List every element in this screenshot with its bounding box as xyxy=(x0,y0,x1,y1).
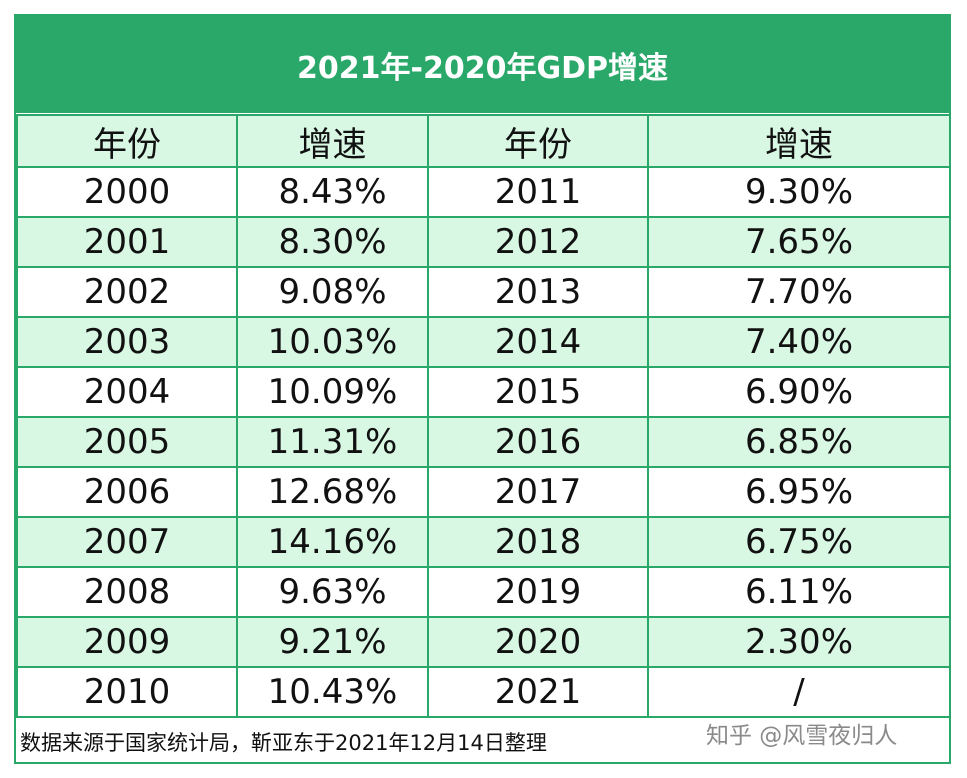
growth-cell: 6.85% xyxy=(647,416,951,468)
gdp-table: 年份 增速 年份 增速 2000 8.43% 2011 9.30% 2001 8.30% 2012… xyxy=(16,114,951,718)
growth-cell: 7.70% xyxy=(647,266,951,318)
growth-cell: 14.16% xyxy=(236,516,429,568)
year-cell: 2003 xyxy=(16,316,238,368)
watermark: 知乎 @风雪夜归人 xyxy=(706,723,898,749)
growth-cell: 11.31% xyxy=(236,416,429,468)
table-row: 2010 10.43% 2021/ xyxy=(16,666,951,718)
year-cell: 2015 xyxy=(427,366,649,418)
year-cell: 2004 xyxy=(16,366,238,418)
year-cell: 2018 xyxy=(427,516,649,568)
table-frame: 2021年-2020年GDP增速 年份 增速 年份 增速 2000 8.43% 2011 9… xyxy=(14,14,951,764)
growth-cell: 10.03% xyxy=(236,316,429,368)
growth-cell: 9.30% xyxy=(647,166,951,218)
growth-cell: / xyxy=(647,666,951,718)
year-cell: 2021 xyxy=(427,666,649,718)
growth-cell: 9.08% xyxy=(236,266,429,318)
year-cell: 2013 xyxy=(427,266,649,318)
year-cell: 2005 xyxy=(16,416,238,468)
header-growth-right: 增速 xyxy=(647,114,951,168)
header-year-left: 年份 xyxy=(16,114,238,168)
growth-cell: 6.95% xyxy=(647,466,951,518)
year-cell: 2006 xyxy=(16,466,238,518)
source-note: 数据来源于国家统计局，靳亚东于2021年12月14日整理 xyxy=(20,730,547,755)
year-cell: 2007 xyxy=(16,516,238,568)
year-cell: 2000 xyxy=(16,166,238,218)
growth-cell: 6.11% xyxy=(647,566,951,618)
year-cell: 2002 xyxy=(16,266,238,318)
year-cell: 2009 xyxy=(16,616,238,668)
table-row: 2000 8.43% 2011 9.30% xyxy=(16,166,951,218)
year-cell: 2001 xyxy=(16,216,238,268)
growth-cell: 6.90% xyxy=(647,366,951,418)
header-growth-left: 增速 xyxy=(236,114,429,168)
growth-cell: 10.09% xyxy=(236,366,429,418)
growth-cell: 8.43% xyxy=(236,166,429,218)
table-title: 2021年-2020年GDP增速 xyxy=(16,16,949,115)
year-cell: 2010 xyxy=(16,666,238,718)
year-cell: 2012 xyxy=(427,216,649,268)
table-row: 2003 10.03% 2014 7.40% xyxy=(16,316,951,368)
growth-cell: 9.63% xyxy=(236,566,429,618)
growth-cell: 7.40% xyxy=(647,316,951,368)
table-row: 2004 10.09% 2015 6.90% xyxy=(16,366,951,418)
table-row: 2006 12.68% 2017 6.95% xyxy=(16,466,951,518)
growth-cell: 2.30% xyxy=(647,616,951,668)
header-row: 年份 增速 年份 增速 xyxy=(16,114,951,168)
table-row: 2001 8.30% 2012 7.65% xyxy=(16,216,951,268)
table-row: 2009 9.21% 2020 2.30% xyxy=(16,616,951,668)
year-cell: 2017 xyxy=(427,466,649,518)
year-cell: 2014 xyxy=(427,316,649,368)
growth-cell: 10.43% xyxy=(236,666,429,718)
year-cell: 2011 xyxy=(427,166,649,218)
growth-cell: 6.75% xyxy=(647,516,951,568)
growth-cell: 7.65% xyxy=(647,216,951,268)
year-cell: 2008 xyxy=(16,566,238,618)
table-row: 2002 9.08% 2013 7.70% xyxy=(16,266,951,318)
year-cell: 2019 xyxy=(427,566,649,618)
table-row: 2008 9.63% 2019 6.11% xyxy=(16,566,951,618)
growth-cell: 9.21% xyxy=(236,616,429,668)
growth-cell: 8.30% xyxy=(236,216,429,268)
table-row: 2005 11.31% 2016 6.85% xyxy=(16,416,951,468)
year-cell: 2020 xyxy=(427,616,649,668)
table-body: 2000 8.43% 2011 9.30% 2001 8.30% 2012 7.65% 2002… xyxy=(16,166,951,718)
growth-cell: 12.68% xyxy=(236,466,429,518)
header-year-right: 年份 xyxy=(427,114,649,168)
table-row: 2007 14.16% 2018 6.75% xyxy=(16,516,951,568)
year-cell: 2016 xyxy=(427,416,649,468)
